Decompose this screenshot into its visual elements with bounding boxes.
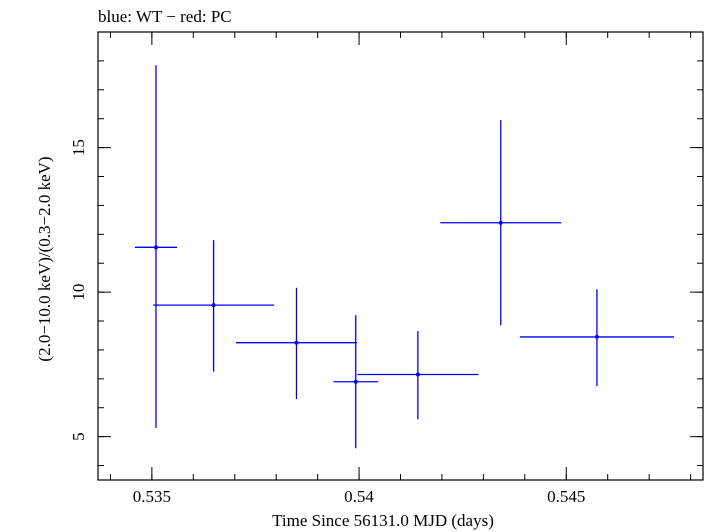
x-tick-label: 0.54	[344, 487, 374, 506]
data-point	[294, 340, 299, 345]
data-point	[415, 372, 420, 377]
y-axis-label: (2.0−10.0 keV)/(0.3−2.0 keV)	[35, 156, 54, 361]
data-point	[211, 303, 216, 308]
plot-frame	[97, 31, 704, 481]
x-tick-label: 0.545	[547, 487, 585, 506]
data-point	[154, 245, 159, 250]
series-wt	[134, 65, 674, 449]
tick-labels: 0.535 0.54 0.545 5 10 15	[69, 139, 585, 506]
data-layer	[134, 65, 674, 449]
y-tick-label: 15	[69, 139, 88, 156]
y-tick-label: 10	[69, 284, 88, 301]
data-point	[594, 334, 599, 339]
data-point	[498, 220, 503, 225]
data-point	[353, 379, 358, 384]
x-tick-label: 0.535	[133, 487, 171, 506]
x-axis-label: Time Since 56131.0 MJD (days)	[272, 511, 494, 530]
y-tick-label: 5	[69, 432, 88, 441]
axis-ticks	[98, 31, 703, 480]
chart-title: blue: WT − red: PC	[98, 7, 232, 26]
